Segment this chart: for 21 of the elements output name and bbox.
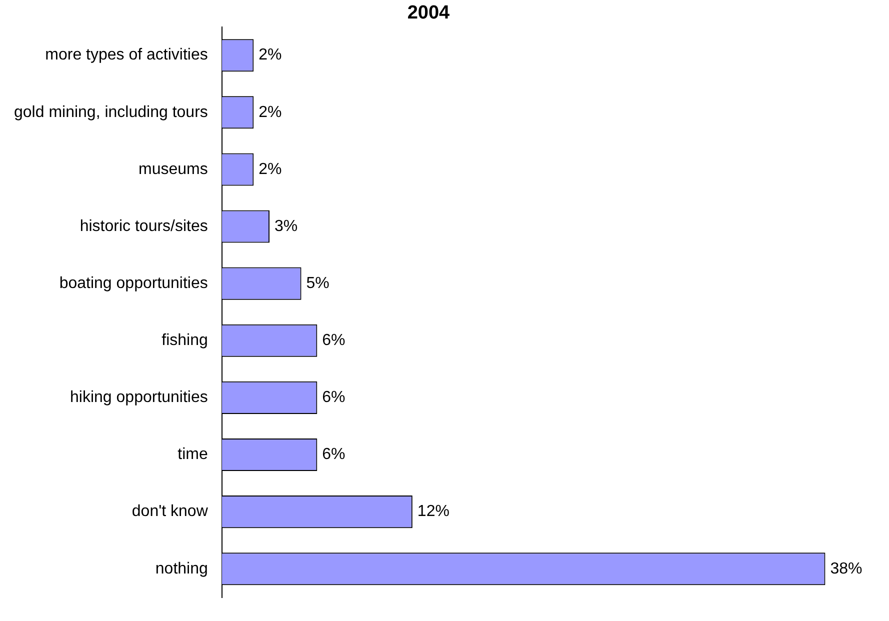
y-tick-label: fishing — [162, 332, 208, 350]
data-label: 2% — [258, 160, 282, 178]
y-tick-label: historic tours/sites — [80, 218, 208, 235]
data-label: 6% — [322, 389, 346, 406]
data-label: 6% — [322, 446, 346, 464]
y-tick-label: more types of activities — [45, 46, 208, 64]
y-tick-label: museums — [138, 160, 208, 178]
data-label: 3% — [274, 218, 298, 235]
data-label: 2% — [258, 104, 282, 121]
data-label: 5% — [306, 274, 330, 292]
data-label: 38% — [830, 560, 862, 578]
data-label: 12% — [417, 503, 450, 520]
y-tick-label: time — [178, 446, 208, 464]
y-tick-label: boating opportunities — [59, 274, 208, 292]
y-tick-label: gold mining, including tours — [14, 104, 208, 121]
y-tick-label: nothing — [155, 560, 208, 578]
y-tick-label: don't know — [132, 503, 208, 520]
data-label: 2% — [258, 46, 282, 64]
data-label: 6% — [322, 332, 346, 350]
chart-title: 2004 — [407, 2, 450, 24]
y-tick-label: hiking opportunities — [70, 389, 208, 406]
